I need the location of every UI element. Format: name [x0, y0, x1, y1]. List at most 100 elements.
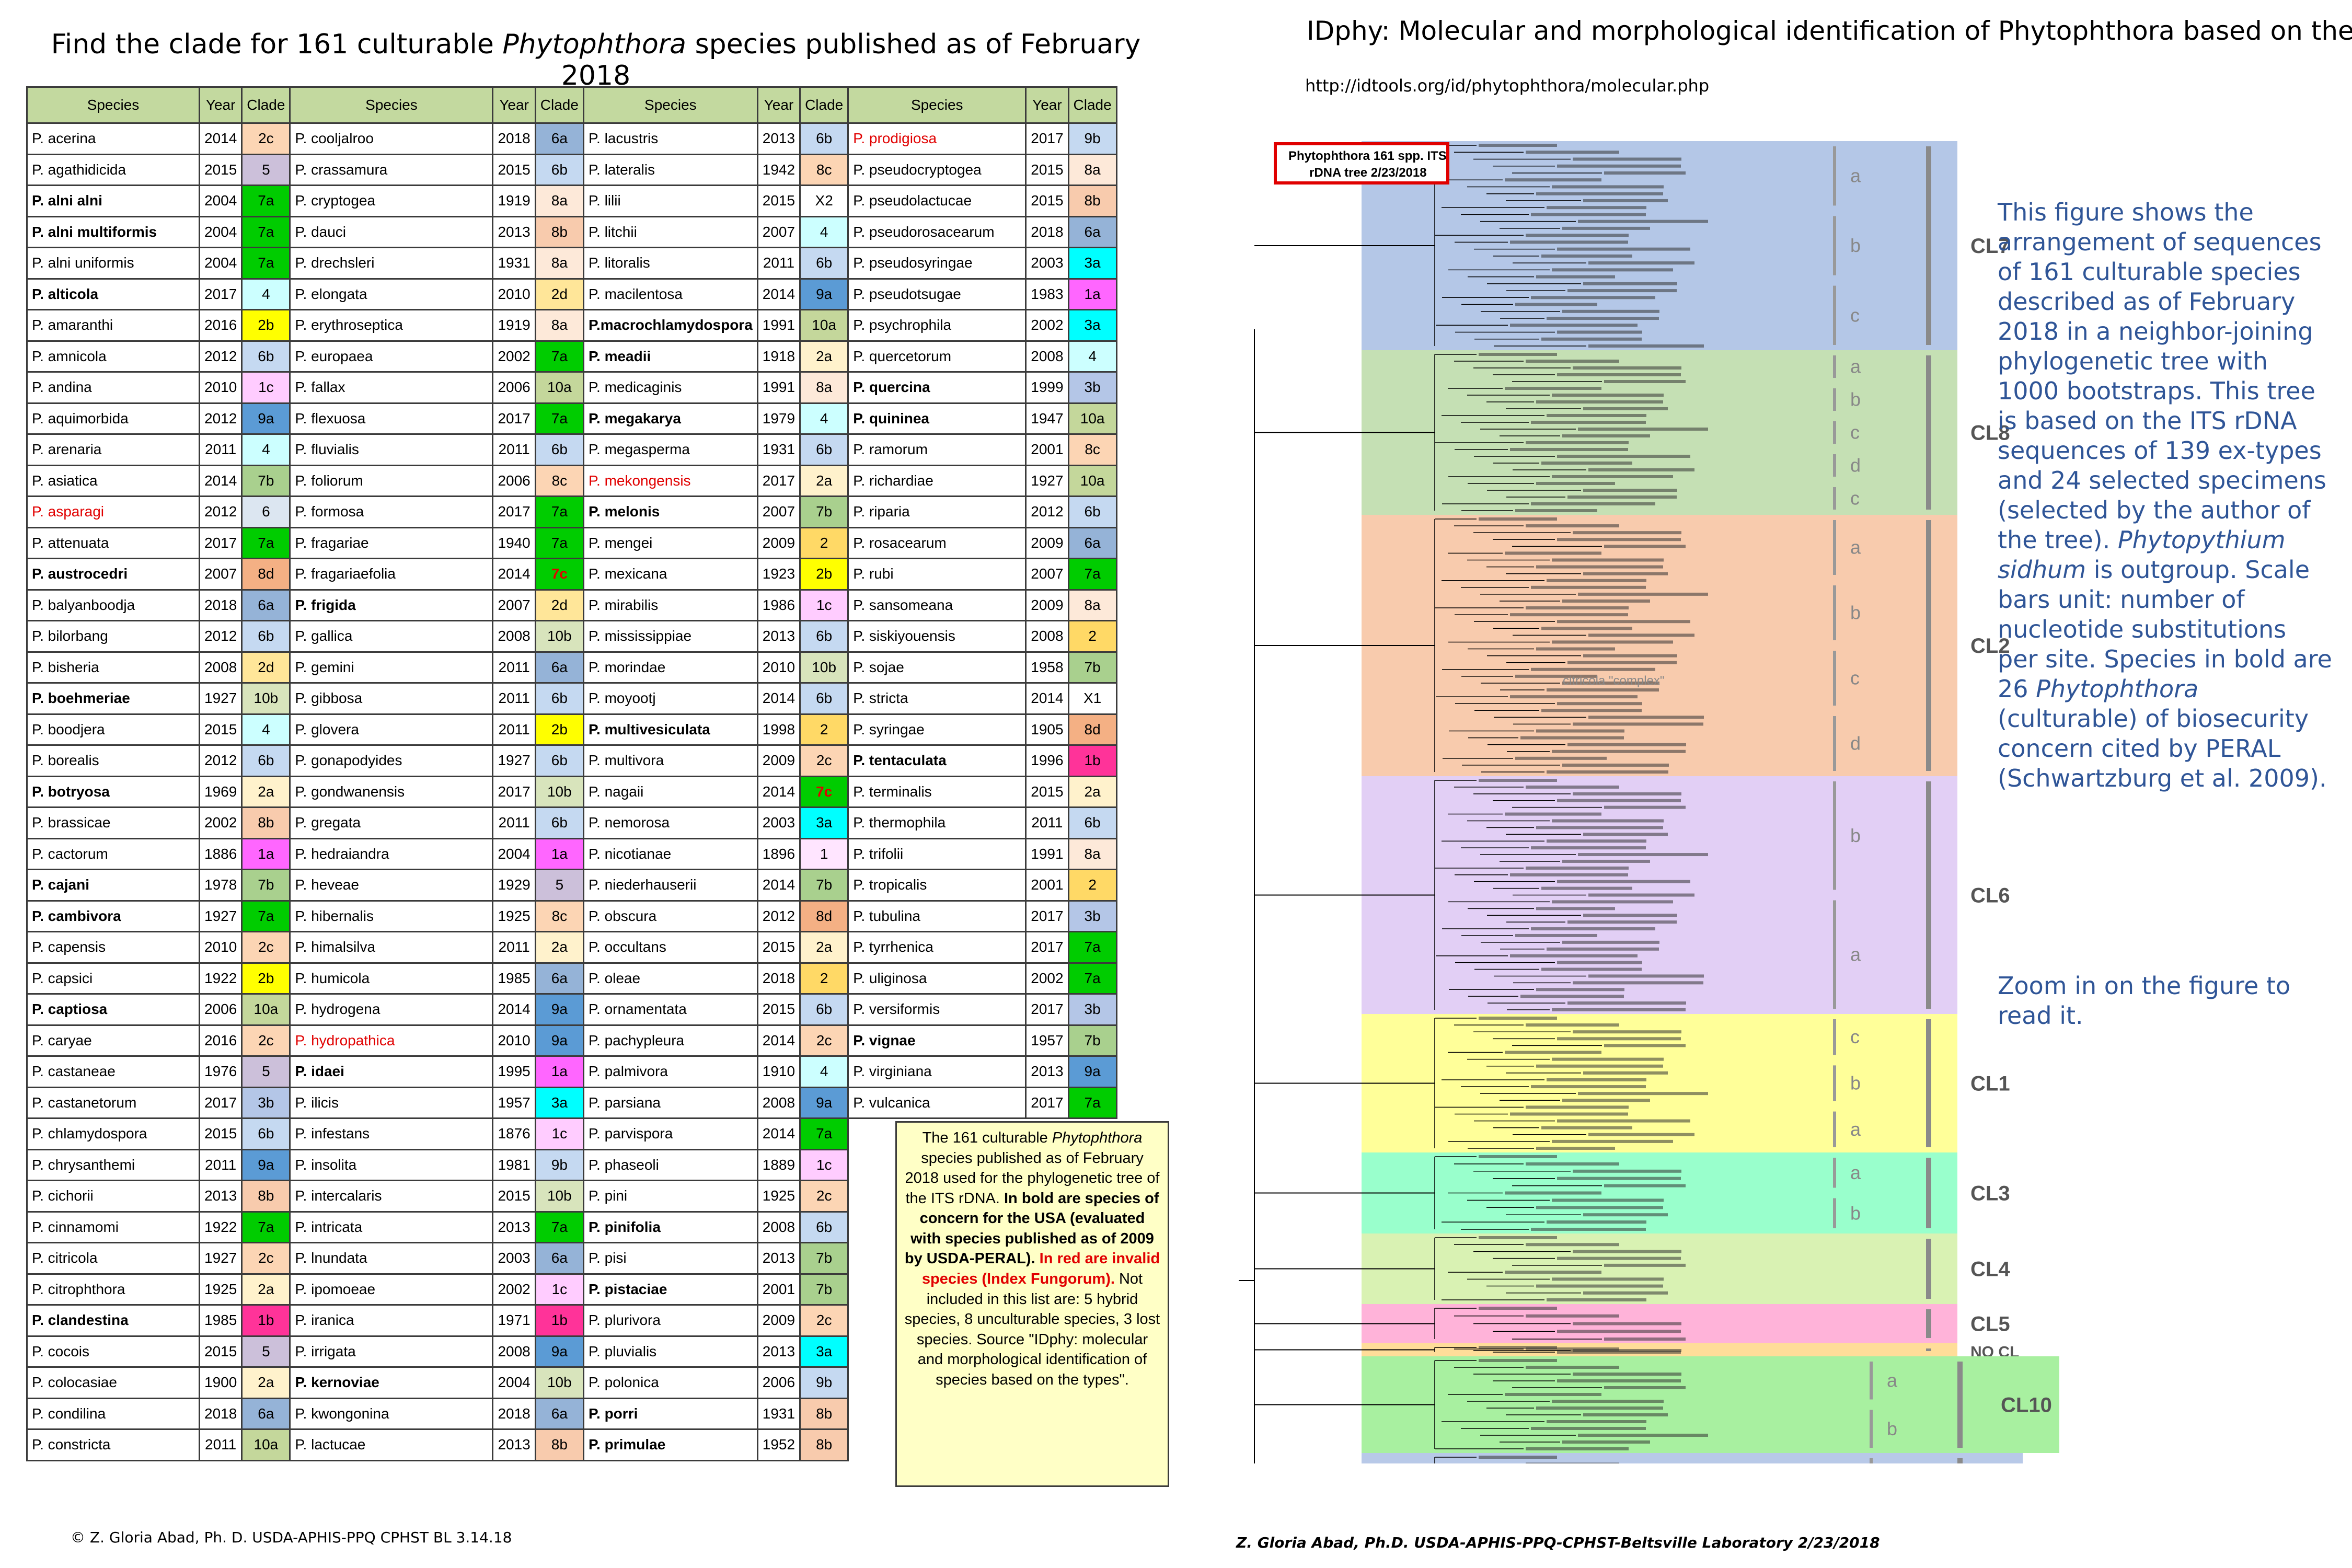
species-cell: P. tubulina — [847, 900, 1027, 932]
leaf-label-bar — [1510, 873, 1628, 877]
year-cell: 2015 — [756, 993, 801, 1026]
leaf-label-bar — [1578, 1434, 1708, 1437]
year-cell: 1925 — [492, 900, 536, 932]
species-cell: P. mengei — [582, 526, 758, 559]
leaf-label-bar — [1573, 157, 1681, 161]
year-cell: 2008 — [756, 1086, 801, 1119]
leaf-label-bar — [1573, 531, 1681, 535]
leaf-label-bar — [1562, 434, 1650, 437]
clade-cell: 5 — [534, 869, 584, 902]
year-cell: 1985 — [198, 1304, 243, 1337]
leaf-label-bar — [1583, 1213, 1668, 1217]
leaf-label-bar — [1547, 947, 1659, 951]
species-cell: P. asparagi — [26, 495, 200, 528]
clade-cell: 8a — [799, 371, 849, 404]
leaf-label-bar — [1547, 839, 1646, 843]
year-cell: 2017 — [198, 526, 243, 559]
year-cell: 2017 — [756, 464, 801, 497]
species-cell: P. cactorum — [26, 837, 200, 870]
table-row: P. amaranthi 2016 2b P. erythroseptica 1919 8… — [26, 309, 1117, 342]
table-row: P. alni uniformis 2004 7a P. drechsleri 1931… — [26, 247, 1117, 280]
clade-cell: 3b — [1067, 993, 1117, 1026]
subclade-label: b — [1850, 235, 1861, 256]
leaf-label-bar — [1531, 927, 1655, 931]
leaf-label-bar — [1536, 988, 1624, 991]
species-cell: P. occultans — [582, 931, 758, 964]
species-cell: P. megasperma — [582, 433, 758, 466]
year-cell: 1931 — [756, 433, 801, 466]
species-cell: P. parvispora — [582, 1117, 758, 1150]
species-cell: P. ramorum — [847, 433, 1027, 466]
species-cell: P. constricta — [26, 1428, 200, 1461]
species-cell: P. alticola — [26, 278, 200, 310]
table-row: P. castaneae 1976 5 P. idaei 1995 1a P. palmiv… — [26, 1055, 1117, 1088]
species-cell: P. riparia — [847, 495, 1027, 528]
clade-cell: 2 — [1067, 620, 1117, 653]
species-cell: P. pachypleura — [582, 1024, 758, 1057]
leaf-label-bar — [1515, 756, 1607, 760]
leaf-label-bar — [1562, 1440, 1650, 1444]
leaf-label-bar — [1510, 240, 1628, 244]
year-cell: 2017 — [492, 402, 536, 435]
clade-cell: 6a — [241, 1397, 291, 1430]
year-cell: 1991 — [756, 371, 801, 404]
clade-cell: 8a — [534, 309, 584, 342]
leaf-label-bar — [1505, 1051, 1601, 1054]
leaf-label-bar — [1552, 750, 1686, 753]
leaf-label-bar — [1479, 144, 1557, 147]
species-cell: P. aquimorbida — [26, 402, 200, 435]
clade-label: CL10 — [2001, 1394, 2052, 1417]
species-cell: P. intercalaris — [289, 1180, 494, 1213]
species-cell: P. boodjera — [26, 713, 200, 746]
table-row: P. aquimorbida 2012 9a P. flexuosa 2017 7a P. … — [26, 402, 1117, 435]
species-cell: P. tyrrhenica — [847, 931, 1027, 964]
year-cell: 2014 — [492, 993, 536, 1026]
species-cell: P. gemini — [289, 651, 494, 684]
leaf-label-bar — [1536, 1147, 1615, 1150]
clade-cell: 10b — [534, 1366, 584, 1399]
leaf-label-bar — [1505, 387, 1601, 390]
clade-cell: 2a — [241, 775, 291, 808]
species-cell: P. irrigata — [289, 1335, 494, 1368]
clade-cell: 1b — [1067, 744, 1117, 777]
table-note: The 161 culturable Phytophthora species … — [895, 1121, 1169, 1487]
clade-cell: 6b — [799, 1210, 849, 1243]
clade-cell: 6a — [534, 1397, 584, 1430]
leaf-label-bar — [1557, 330, 1642, 334]
leaf-label-bar — [1479, 1359, 1557, 1362]
clade-cell: 7b — [799, 1242, 849, 1275]
year-cell: 1931 — [756, 1397, 801, 1430]
year-cell: 1876 — [492, 1117, 536, 1150]
leaf-label-bar — [1505, 812, 1601, 816]
clade-cell: 1c — [799, 1148, 849, 1181]
leaf-label-bar — [1541, 1126, 1632, 1129]
year-cell: 1996 — [1025, 744, 1069, 777]
species-cell: P. porri — [582, 1397, 758, 1430]
species-cell: P. multivesiculata — [582, 713, 758, 746]
year-cell: 2004 — [198, 215, 243, 248]
year-cell: 2017 — [1025, 993, 1069, 1026]
leaf-label-bar — [1578, 220, 1708, 223]
leaf-label-bar — [1557, 1379, 1681, 1382]
leaf-label-bar — [1515, 674, 1597, 678]
right-footer: Z. Gloria Abad, Ph.D. USDA-APHIS-PPQ-CPH… — [1236, 1534, 1880, 1551]
leaf-label-bar — [1536, 400, 1663, 403]
leaf-label-bar — [1573, 1322, 1681, 1325]
leaf-label-bar — [1547, 688, 1659, 692]
species-cell: P. polonica — [582, 1366, 758, 1399]
clade-cell: 3a — [799, 1335, 849, 1368]
species-cell: P. castanetorum — [26, 1086, 200, 1119]
leaf-label-bar — [1479, 1346, 1557, 1349]
table-row: P. asiatica 2014 7b P. foliorum 2006 8c P. mek… — [26, 464, 1117, 497]
year-cell: 1991 — [756, 309, 801, 342]
clade-label: CL2 — [1970, 635, 2010, 658]
species-cell: P. virginiana — [847, 1055, 1027, 1088]
subclade-label: a — [1850, 1119, 1861, 1140]
species-cell: P. fragariaefolia — [289, 558, 494, 591]
leaf-label-bar — [1557, 620, 1690, 624]
clade-cell: 2a — [1067, 775, 1117, 808]
species-cell: P. gondwanensis — [289, 775, 494, 808]
year-cell: 2014 — [756, 682, 801, 715]
leaf-label-bar — [1552, 1277, 1664, 1281]
species-cell: P. foliorum — [289, 464, 494, 497]
